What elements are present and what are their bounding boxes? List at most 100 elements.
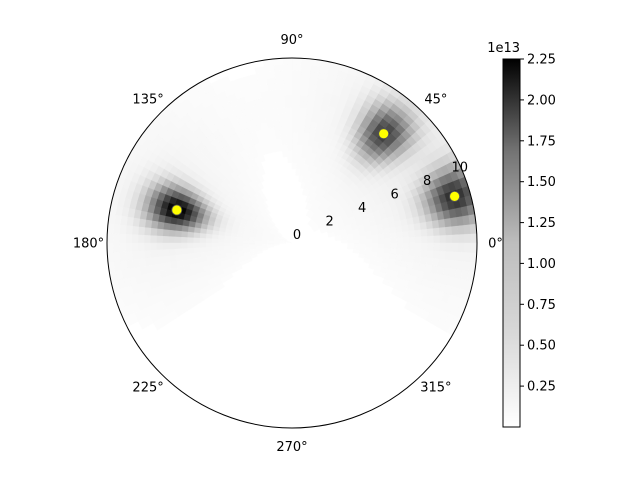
heat-cell [181, 225, 189, 233]
heat-cell [291, 137, 298, 145]
heat-cell [463, 224, 471, 235]
heat-cell [407, 255, 415, 263]
heat-cell [283, 82, 293, 90]
heat-cell [125, 251, 133, 261]
source-marker [171, 204, 183, 216]
heat-cell [174, 230, 182, 238]
heat-cell [107, 242, 114, 253]
theta-tick-label: 270° [276, 440, 307, 455]
heat-cell [278, 119, 287, 127]
heat-cell [137, 250, 146, 260]
heat-cell [119, 251, 127, 262]
heat-cell [199, 247, 207, 253]
heat-cell [414, 229, 422, 237]
heat-cell [268, 95, 278, 104]
heat-cell [298, 101, 308, 109]
heat-cell [143, 242, 151, 251]
heat-cell [306, 95, 316, 104]
heat-cell [137, 234, 145, 244]
heat-cell [144, 219, 153, 229]
heat-cell [205, 233, 213, 240]
heat-cell [408, 236, 416, 244]
heat-cell [186, 237, 194, 244]
heat-cell [371, 246, 379, 253]
heat-cell [438, 250, 447, 260]
heat-cell [291, 113, 299, 121]
heat-cell [413, 255, 422, 264]
heat-cell [180, 231, 188, 238]
r-tick-label: 8 [423, 174, 431, 189]
heat-cell [137, 242, 145, 252]
heat-cell [276, 101, 286, 109]
heat-cell [432, 227, 441, 236]
colorbar-tick-label: 0.25 [527, 380, 556, 395]
heat-cell [365, 242, 373, 248]
heat-cell [470, 242, 477, 253]
heat-cell [347, 242, 354, 247]
heat-cell [131, 234, 139, 244]
heat-cell [414, 249, 422, 257]
heat-cell [291, 162, 297, 170]
source-markers [171, 128, 461, 216]
heat-cell [433, 242, 441, 251]
heat-cell [143, 250, 152, 259]
heat-cell [389, 247, 397, 255]
heat-cell [291, 76, 301, 84]
heat-cell [426, 227, 434, 237]
radial-tick-labels: 0 2 4 6 8 10 [293, 161, 468, 243]
heat-cell [359, 242, 367, 248]
heat-cell [199, 237, 206, 244]
heat-cell [445, 250, 453, 260]
heat-cell [282, 70, 293, 77]
heat-cell [402, 230, 410, 238]
heat-cell [300, 150, 307, 158]
heat-cell [396, 248, 404, 255]
heatmap-layer [107, 58, 477, 336]
heat-cell [353, 242, 361, 247]
heat-cell [407, 223, 415, 231]
heat-cell [414, 242, 422, 250]
heat-cell [187, 231, 195, 239]
heat-cell [112, 242, 120, 253]
heat-cell [421, 235, 428, 244]
heat-cell [279, 242, 287, 244]
heat-cell [371, 242, 379, 248]
heat-cell [156, 228, 164, 237]
heat-cell [445, 242, 453, 252]
heat-cell [304, 113, 313, 122]
heat-cell [125, 242, 133, 252]
heat-cell [150, 256, 159, 266]
heat-cell [451, 251, 459, 261]
heat-cell [378, 237, 385, 244]
heat-cell [273, 126, 281, 134]
heat-cell [180, 248, 188, 255]
heat-cell [180, 242, 188, 250]
heat-cell [149, 235, 157, 244]
heat-cell [162, 229, 170, 237]
heat-cell [299, 82, 309, 90]
heat-cell [187, 226, 195, 233]
heat-cell [150, 227, 158, 237]
heat-cell [377, 247, 385, 253]
heat-cell [463, 251, 471, 262]
heat-cell [144, 257, 153, 267]
heat-cell [433, 235, 441, 244]
heat-cell [254, 240, 262, 244]
heat-cell [286, 137, 293, 145]
heat-cell [419, 256, 428, 265]
colorbar-tick-label: 2.25 [527, 53, 556, 68]
heat-cell [347, 239, 354, 244]
heat-cell [451, 225, 459, 235]
heat-cell [180, 236, 188, 244]
heat-cell [359, 246, 367, 251]
heat-cell [168, 248, 176, 257]
colorbar-ticks: 0.25 0.50 0.75 1.00 1.25 1.50 1.75 2.00 2.25 [520, 53, 556, 395]
heat-cell [421, 242, 428, 251]
heat-cell [280, 138, 288, 146]
heat-cell [457, 224, 465, 235]
heat-cell [174, 242, 182, 250]
heat-cell [119, 233, 126, 244]
heat-cell [280, 131, 287, 139]
heat-cell [425, 220, 434, 230]
heat-cell [168, 236, 176, 244]
